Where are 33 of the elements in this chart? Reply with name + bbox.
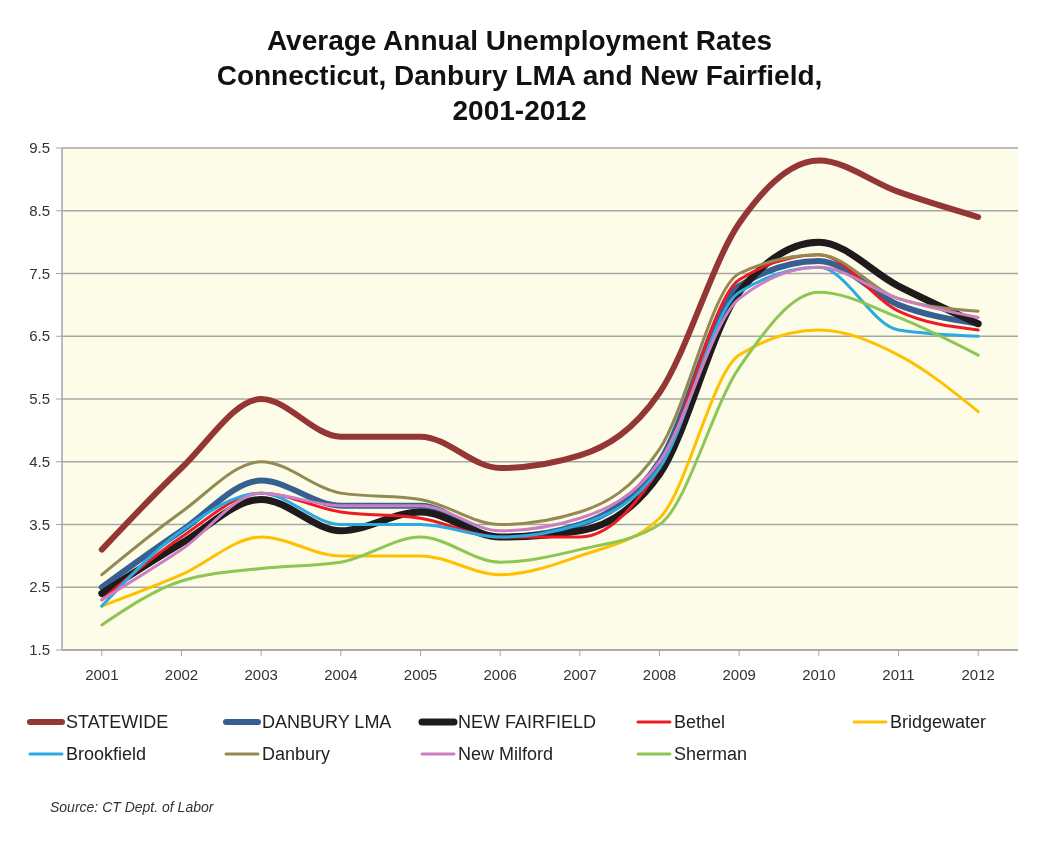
y-tick-label: 9.5 — [29, 139, 50, 156]
line-series — [100, 328, 980, 608]
x-tick-label: 2004 — [324, 666, 358, 683]
x-tick-label: 2012 — [961, 666, 995, 683]
y-tick-label: 4.5 — [29, 452, 50, 470]
y-tick-label: 6.5 — [29, 327, 50, 345]
x-tick-label: 2010 — [802, 666, 836, 683]
y-tick-label: 2.5 — [29, 578, 50, 596]
x-tick-label: 2011 — [882, 666, 915, 683]
legend-label: STATEWIDE — [66, 712, 169, 732]
chart-title: Average Annual Unemployment Rates Connecticut, Danbury LMA and New Fairfield, 2001-2012 — [216, 25, 823, 126]
x-tick-label: 2002 — [164, 666, 199, 683]
legend-label: NEW FAIRFIELD — [458, 712, 597, 732]
x-tick-label: 2001 — [85, 666, 119, 683]
source-note: Source: CT Dept. of Labor — [50, 799, 215, 815]
y-tick-label: 3.5 — [29, 515, 50, 533]
y-tick-label: 1.5 — [29, 641, 50, 658]
x-tick-label: 2007 — [563, 666, 597, 683]
x-tick-label: 2003 — [244, 666, 278, 683]
legend-label: Danbury — [262, 744, 331, 764]
legend-label: Sherman — [674, 744, 748, 764]
legend-label: New Milford — [458, 744, 554, 764]
x-tick-label: 2008 — [642, 666, 677, 683]
y-tick-label: 7.5 — [29, 264, 50, 282]
y-tick-label: 8.5 — [29, 201, 50, 219]
legend-label: Bridgewater — [890, 712, 987, 732]
x-tick-label: 2009 — [722, 666, 756, 683]
y-tick-label: 5.5 — [29, 390, 50, 407]
legend-label: Brookfield — [66, 744, 147, 764]
x-tick-label: 2005 — [403, 666, 438, 683]
legend-label: DANBURY LMA — [262, 712, 392, 732]
x-tick-label: 2006 — [483, 666, 517, 683]
legend-label: Bethel — [674, 712, 726, 732]
